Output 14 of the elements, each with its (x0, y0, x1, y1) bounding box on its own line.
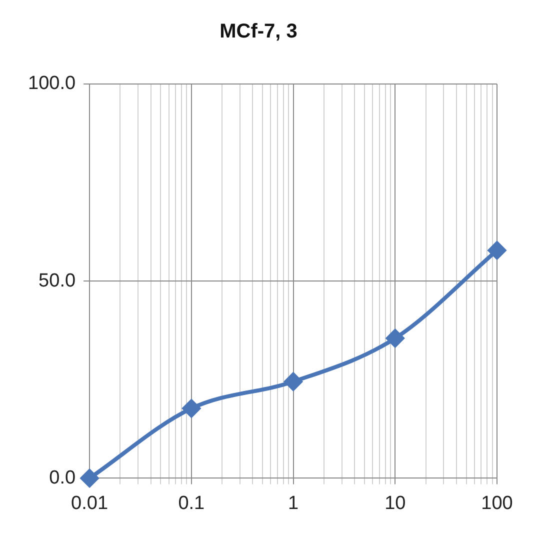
x-tick-label: 0.1 (178, 492, 205, 514)
x-tick-label: 10 (384, 492, 406, 514)
x-tick-label: 1 (288, 492, 299, 514)
point (80, 469, 99, 488)
y-tick-label: 50.0 (38, 270, 76, 292)
point (284, 372, 302, 391)
point (386, 329, 404, 348)
x-tick-label: 100 (481, 492, 513, 514)
y-tick-label: 0.0 (49, 467, 76, 488)
chart-title: MCf-7, 3 (220, 20, 298, 43)
x-tick-label: 0.01 (71, 492, 108, 514)
y-tick-label: 100.0 (28, 73, 76, 94)
point (488, 241, 506, 260)
point (182, 399, 200, 418)
